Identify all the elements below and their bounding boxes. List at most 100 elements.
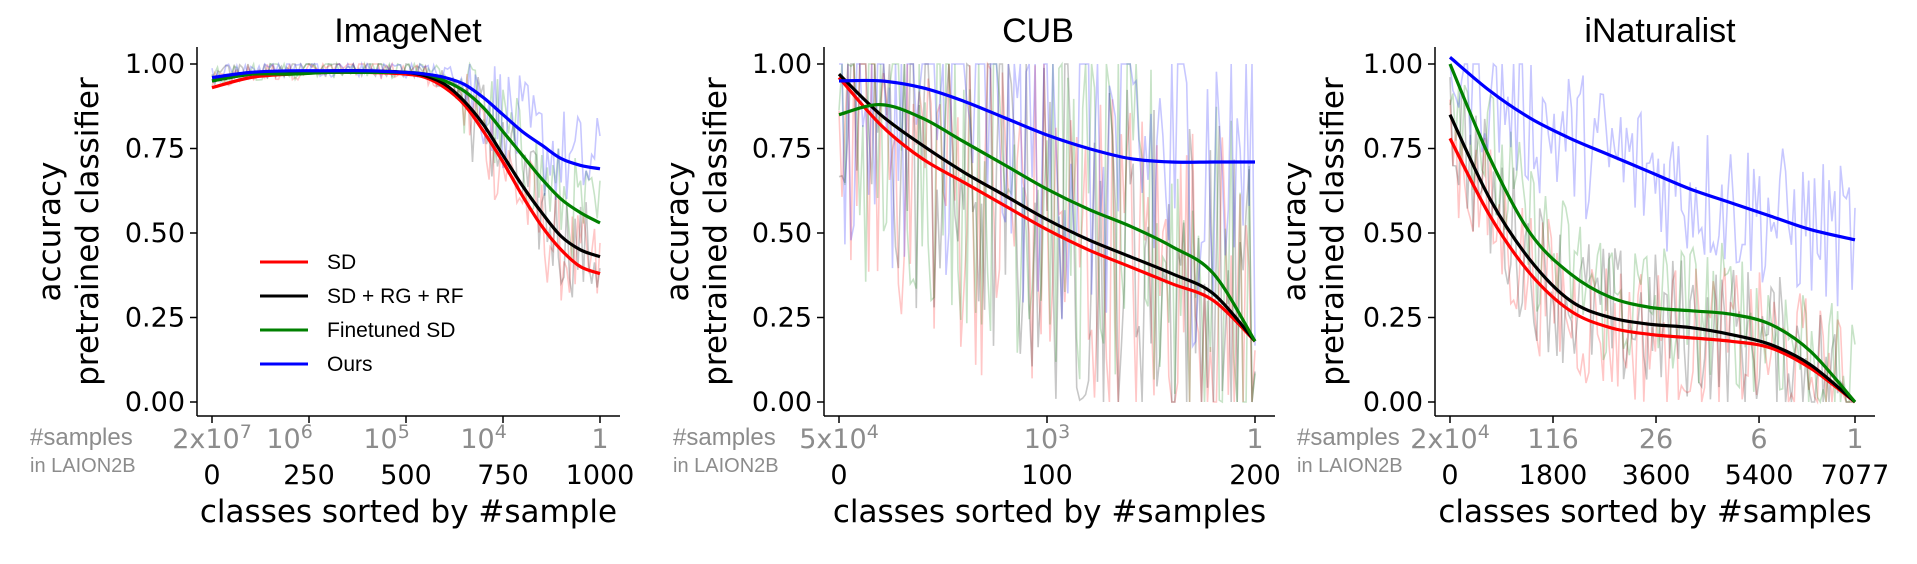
x-tick-label: 5400	[1725, 460, 1794, 491]
noise-band-finetuned-sd	[838, 61, 1256, 404]
y-tick-label: 1.00	[1363, 49, 1423, 80]
x-tick-label: 500	[380, 460, 432, 491]
y-axis-label-line1: accuracy	[1277, 162, 1313, 302]
series-line-finetuned-sd	[1448, 63, 1857, 404]
legend-label: SD + RG + RF	[327, 285, 464, 308]
noise-band-sd	[838, 61, 1256, 403]
noise-trace	[838, 61, 1256, 403]
legend-label: Finetuned SD	[327, 319, 455, 342]
series-line-sd	[837, 76, 1257, 343]
y-tick-label: 0.25	[125, 303, 185, 334]
legend-label: Ours	[327, 353, 373, 376]
samples-tick-label: 1	[1246, 424, 1263, 455]
y-tick-label: 0.00	[125, 387, 185, 418]
samples-tick-label: 106	[266, 421, 312, 455]
panel-cub: 0.00 0.25 0.50 0.75 1.00 0 100 200 5x104 103 1 #sam…	[660, 12, 1281, 530]
x-axis-label: classes sorted by #samples	[1438, 494, 1871, 530]
noise-trace	[1449, 99, 1855, 405]
series-line-finetuned-sd	[211, 70, 601, 225]
y-axis-label-line1: accuracy	[32, 162, 68, 302]
panel-imagenet: 0.00 0.25 0.50 0.75 1.00 0 250 500 750 1000 2x107 1…	[30, 12, 634, 530]
noise-trace	[1449, 77, 1856, 403]
chart-title: iNaturalist	[1584, 12, 1736, 50]
noise-trace	[838, 61, 1256, 404]
noise-band-ours	[1449, 62, 1856, 307]
x-tick-label: 0	[203, 460, 220, 491]
noise-trace	[211, 60, 601, 201]
noise-band-finetuned-sd	[211, 60, 601, 259]
series-line-sd	[1448, 137, 1856, 404]
samples-tick-label: 6	[1750, 424, 1767, 455]
samples-tick-label: 116	[1527, 424, 1579, 455]
noise-band-ours	[211, 60, 601, 201]
legend: SD SD + RG + RF Finetuned SD Ours	[260, 251, 464, 376]
x-tick-label: 3600	[1622, 460, 1691, 491]
y-tick-label: 0.75	[125, 134, 185, 165]
series-line-sd	[211, 70, 601, 276]
samples-label-line1: #samples	[673, 424, 776, 451]
samples-tick-label: 2x104	[1410, 421, 1490, 455]
panel-inaturalist: 0.00 0.25 0.50 0.75 1.00 0 1800 3600 5400 7077 2x1…	[1277, 12, 1889, 530]
x-tick-label: 1800	[1519, 460, 1588, 491]
chart-title: CUB	[1002, 12, 1074, 50]
x-tick-label: 200	[1229, 460, 1281, 491]
noise-band-sd	[211, 61, 601, 301]
noise-trace	[839, 63, 1256, 349]
series-line-ours	[1448, 56, 1856, 242]
noise-band-sd-rg-rf	[838, 62, 1256, 403]
x-tick-label: 1000	[566, 460, 635, 491]
noise-band-ours	[839, 63, 1256, 349]
samples-tick-label: 1	[1846, 424, 1863, 455]
y-tick-label: 0.50	[1363, 218, 1423, 249]
series-line-finetuned-sd	[838, 102, 1257, 343]
x-axis-label: classes sorted by #samples	[833, 494, 1266, 530]
noise-trace	[211, 61, 601, 301]
samples-label-line2: in LAION2B	[1297, 455, 1403, 477]
noise-trace	[1449, 62, 1856, 307]
x-tick-label: 0	[830, 460, 847, 491]
x-tick-label: 100	[1021, 460, 1073, 491]
y-axis-label-line2: pretrained classifier	[70, 77, 106, 386]
x-axis-label: classes sorted by #sample	[200, 494, 617, 530]
series-line-ours	[211, 69, 601, 171]
samples-label-line2: in LAION2B	[673, 455, 779, 477]
noise-trace	[838, 62, 1256, 403]
y-axis-label-line2: pretrained classifier	[1315, 77, 1351, 386]
noise-band-finetuned-sd	[1449, 84, 1856, 405]
y-tick-label: 1.00	[752, 49, 812, 80]
y-tick-label: 0.75	[752, 134, 812, 165]
series-line-sd-rg-rf	[837, 72, 1257, 343]
y-tick-label: 0.50	[125, 218, 185, 249]
y-axis-label-line1: accuracy	[660, 162, 696, 302]
x-tick-label: 7077	[1821, 460, 1890, 491]
noise-band-sd-rg-rf	[1449, 77, 1856, 403]
samples-tick-label: 103	[1024, 421, 1070, 455]
x-tick-label: 0	[1441, 460, 1458, 491]
samples-tick-label: 1	[591, 424, 608, 455]
x-tick-label: 250	[283, 460, 335, 491]
y-tick-label: 0.00	[752, 387, 812, 418]
y-axis-label-line2: pretrained classifier	[698, 77, 734, 386]
samples-tick-label: 26	[1639, 424, 1673, 455]
series-line-ours	[838, 78, 1255, 164]
samples-tick-label: 104	[460, 421, 506, 455]
chart-title: ImageNet	[334, 12, 482, 50]
x-tick-label: 750	[477, 460, 529, 491]
y-tick-label: 0.50	[752, 218, 812, 249]
samples-tick-label: 5x104	[799, 421, 879, 455]
samples-tick-label: 105	[363, 421, 409, 455]
samples-label-line1: #samples	[1297, 424, 1400, 451]
noise-trace	[1449, 84, 1856, 405]
y-tick-label: 0.25	[752, 303, 812, 334]
noise-band-sd	[1449, 99, 1855, 405]
samples-label-line1: #samples	[30, 424, 133, 451]
y-tick-label: 0.00	[1363, 387, 1423, 418]
y-tick-label: 0.75	[1363, 134, 1423, 165]
legend-label: SD	[327, 251, 356, 274]
noise-trace	[211, 60, 601, 259]
series-line-sd-rg-rf	[1448, 114, 1857, 404]
samples-label-line2: in LAION2B	[30, 455, 136, 477]
y-tick-label: 0.25	[1363, 303, 1423, 334]
samples-tick-label: 2x107	[172, 421, 252, 455]
